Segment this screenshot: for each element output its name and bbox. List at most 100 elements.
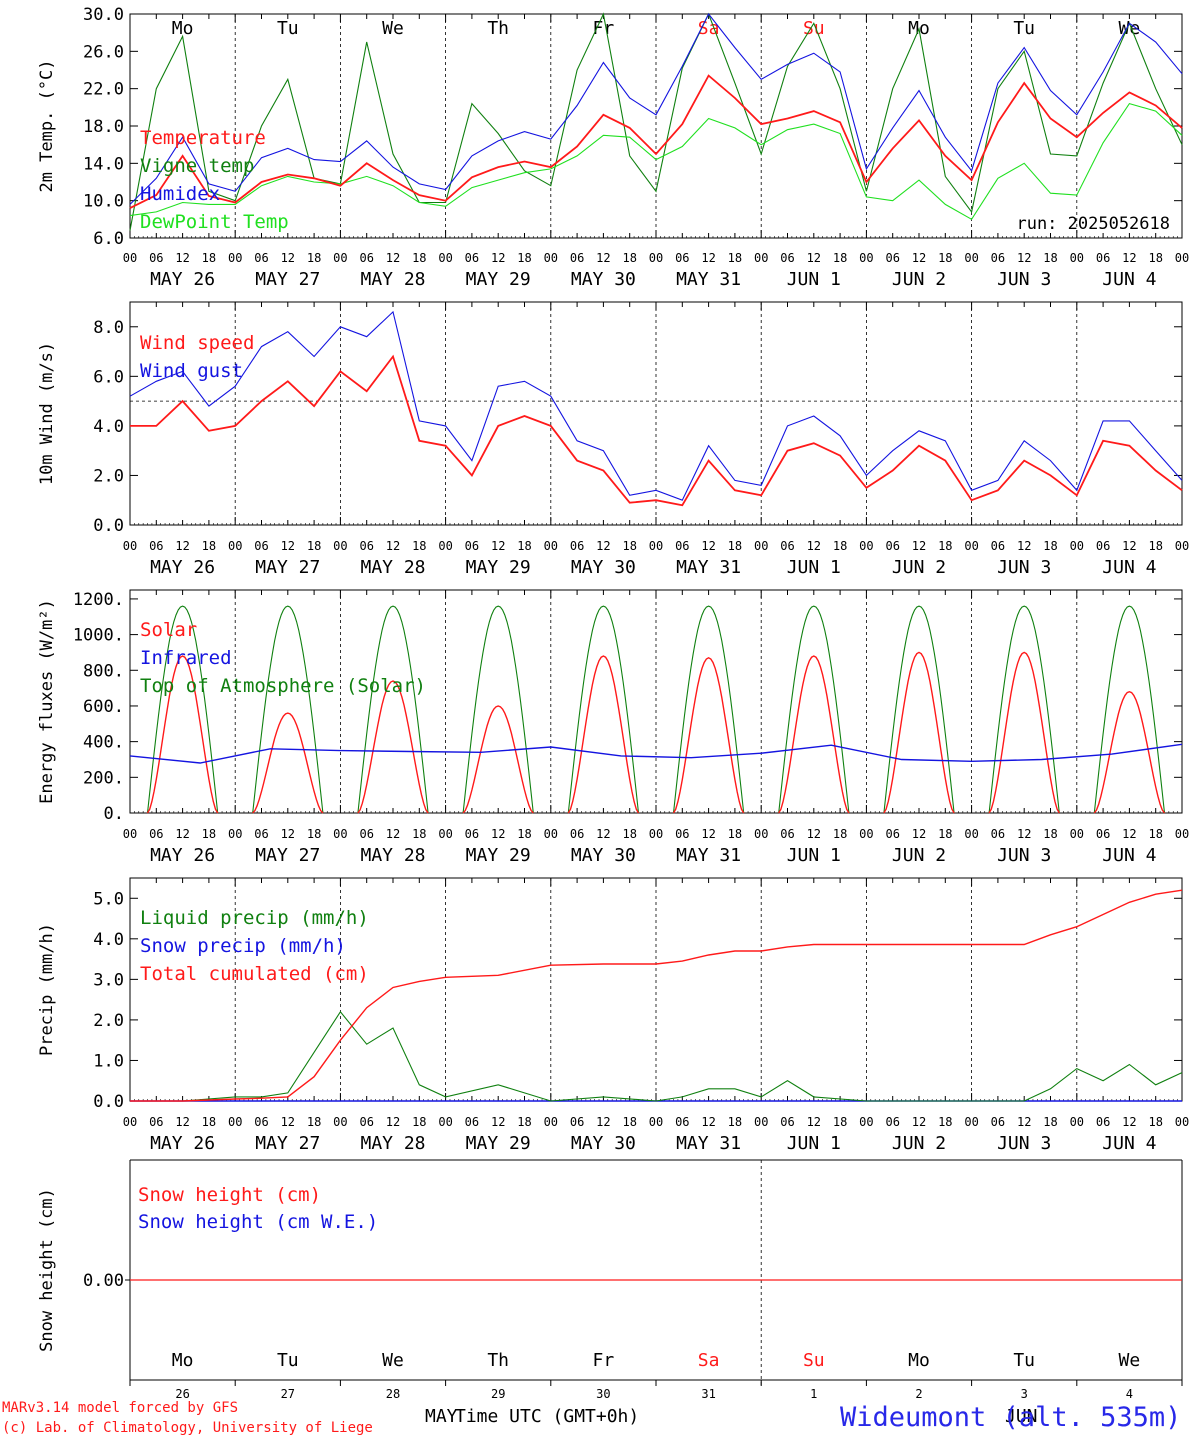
- y-tick-label: 14.0: [83, 154, 124, 174]
- x-tick-label: 12: [386, 251, 400, 265]
- x-tick-label: 00: [754, 251, 768, 265]
- x-tick-label: 06: [465, 539, 479, 553]
- x-tick-label: 18: [1148, 251, 1162, 265]
- x-tick-label: 12: [1017, 1115, 1031, 1129]
- y-tick-label: 22.0: [83, 80, 124, 100]
- day-number-label: 2: [915, 1387, 922, 1401]
- x-tick-label: 06: [465, 827, 479, 841]
- x-tick-label: 06: [359, 827, 373, 841]
- x-tick-label: 00: [123, 251, 137, 265]
- y-tick-label: 5.0: [93, 889, 124, 909]
- x-tick-label: 00: [544, 539, 558, 553]
- date-label: MAY 29: [466, 1133, 531, 1154]
- series-infrared: [129, 743, 1183, 764]
- weekday-label: Th: [487, 18, 509, 39]
- x-tick-label: 00: [754, 539, 768, 553]
- x-tick-label: 06: [1096, 539, 1110, 553]
- x-tick-label: 12: [491, 1115, 505, 1129]
- date-label: JUN 4: [1102, 557, 1156, 578]
- x-tick-label: 06: [991, 827, 1005, 841]
- x-tick-label: 12: [701, 1115, 715, 1129]
- x-tick-label: 12: [281, 1115, 295, 1129]
- y-tick-label: 2.0: [93, 1011, 124, 1031]
- date-label: MAY 27: [255, 557, 320, 578]
- date-label: MAY 26: [150, 269, 215, 290]
- x-tick-label: 12: [912, 827, 926, 841]
- weekday-label-bottom: We: [382, 1350, 404, 1371]
- legend-snow-height-cm-: Snow height (cm): [138, 1184, 321, 1206]
- y-tick-label: 200.: [83, 768, 124, 788]
- date-label: JUN 2: [892, 557, 946, 578]
- x-tick-label: 12: [175, 251, 189, 265]
- x-tick-label: 18: [728, 1115, 742, 1129]
- weekday-label-bottom: Su: [803, 1350, 825, 1371]
- x-tick-label: 06: [570, 1115, 584, 1129]
- y-tick-label: 1000.: [73, 626, 124, 646]
- x-tick-label: 18: [833, 251, 847, 265]
- x-tick-label: 12: [912, 251, 926, 265]
- x-tick-label: 18: [1148, 1115, 1162, 1129]
- x-tick-label: 00: [859, 251, 873, 265]
- x-tick-label: 18: [307, 827, 321, 841]
- legend-temperature: Temperature: [140, 127, 266, 149]
- x-tick-label: 00: [964, 539, 978, 553]
- date-label: MAY 26: [150, 557, 215, 578]
- x-tick-label: 06: [991, 251, 1005, 265]
- y-tick-label: 0.: [104, 804, 124, 824]
- day-number-label: 26: [175, 1387, 189, 1401]
- legend-dewpoint-temp: DewPoint Temp: [140, 211, 289, 233]
- legend-wind-speed: Wind speed: [140, 332, 254, 354]
- series-toa-solar-day: [252, 605, 324, 814]
- x-tick-label: 00: [1175, 539, 1189, 553]
- weekday-label-bottom: Mo: [908, 1350, 930, 1371]
- x-tick-label: 18: [728, 251, 742, 265]
- date-label: MAY 26: [150, 1133, 215, 1154]
- x-tick-label: 18: [938, 251, 952, 265]
- y-tick-label: 0.0: [93, 1092, 124, 1112]
- x-tick-label: 00: [438, 251, 452, 265]
- y-tick-label: 0.00: [83, 1271, 124, 1291]
- date-label: MAY 31: [676, 1133, 741, 1154]
- date-label: MAY 29: [466, 269, 531, 290]
- x-tick-label: 06: [149, 539, 163, 553]
- day-number-label: 1: [810, 1387, 817, 1401]
- date-label: JUN 3: [997, 1133, 1051, 1154]
- x-tick-label: 00: [1175, 251, 1189, 265]
- series-toa-solar-day: [146, 605, 219, 814]
- series-solar-day: [252, 712, 324, 814]
- date-label: JUN 1: [787, 1133, 841, 1154]
- date-label: JUN 1: [787, 845, 841, 866]
- x-tick-label: 00: [649, 827, 663, 841]
- x-tick-label: 00: [859, 1115, 873, 1129]
- x-tick-label: 00: [438, 1115, 452, 1129]
- series-toa-solar-day: [357, 605, 429, 814]
- x-tick-label: 06: [780, 251, 794, 265]
- series-solar-day: [672, 657, 745, 814]
- x-tick-label: 00: [1175, 1115, 1189, 1129]
- x-tick-label: 06: [465, 251, 479, 265]
- weekday-label-bottom: We: [1119, 1350, 1141, 1371]
- x-tick-label: 18: [938, 827, 952, 841]
- month-label-right: JUN: [1005, 1406, 1038, 1427]
- x-tick-label: 00: [754, 827, 768, 841]
- x-tick-label: 06: [465, 1115, 479, 1129]
- x-tick-label: 06: [254, 539, 268, 553]
- x-tick-label: 00: [544, 1115, 558, 1129]
- x-tick-label: 00: [544, 827, 558, 841]
- date-label: MAY 30: [571, 845, 636, 866]
- day-number-label: 28: [386, 1387, 400, 1401]
- x-tick-label: 00: [228, 827, 242, 841]
- x-tick-label: 12: [596, 539, 610, 553]
- x-tick-label: 18: [202, 1115, 216, 1129]
- x-tick-label: 18: [1148, 539, 1162, 553]
- x-tick-label: 12: [281, 539, 295, 553]
- date-label: MAY 31: [676, 845, 741, 866]
- x-tick-label: 18: [622, 827, 636, 841]
- x-tick-label: 06: [885, 1115, 899, 1129]
- y-tick-label: 2.0: [93, 466, 124, 486]
- x-tick-label: 06: [780, 827, 794, 841]
- x-tick-label: 06: [780, 539, 794, 553]
- x-tick-label: 18: [833, 827, 847, 841]
- series-solar-day: [883, 651, 955, 814]
- date-label: JUN 2: [892, 1133, 946, 1154]
